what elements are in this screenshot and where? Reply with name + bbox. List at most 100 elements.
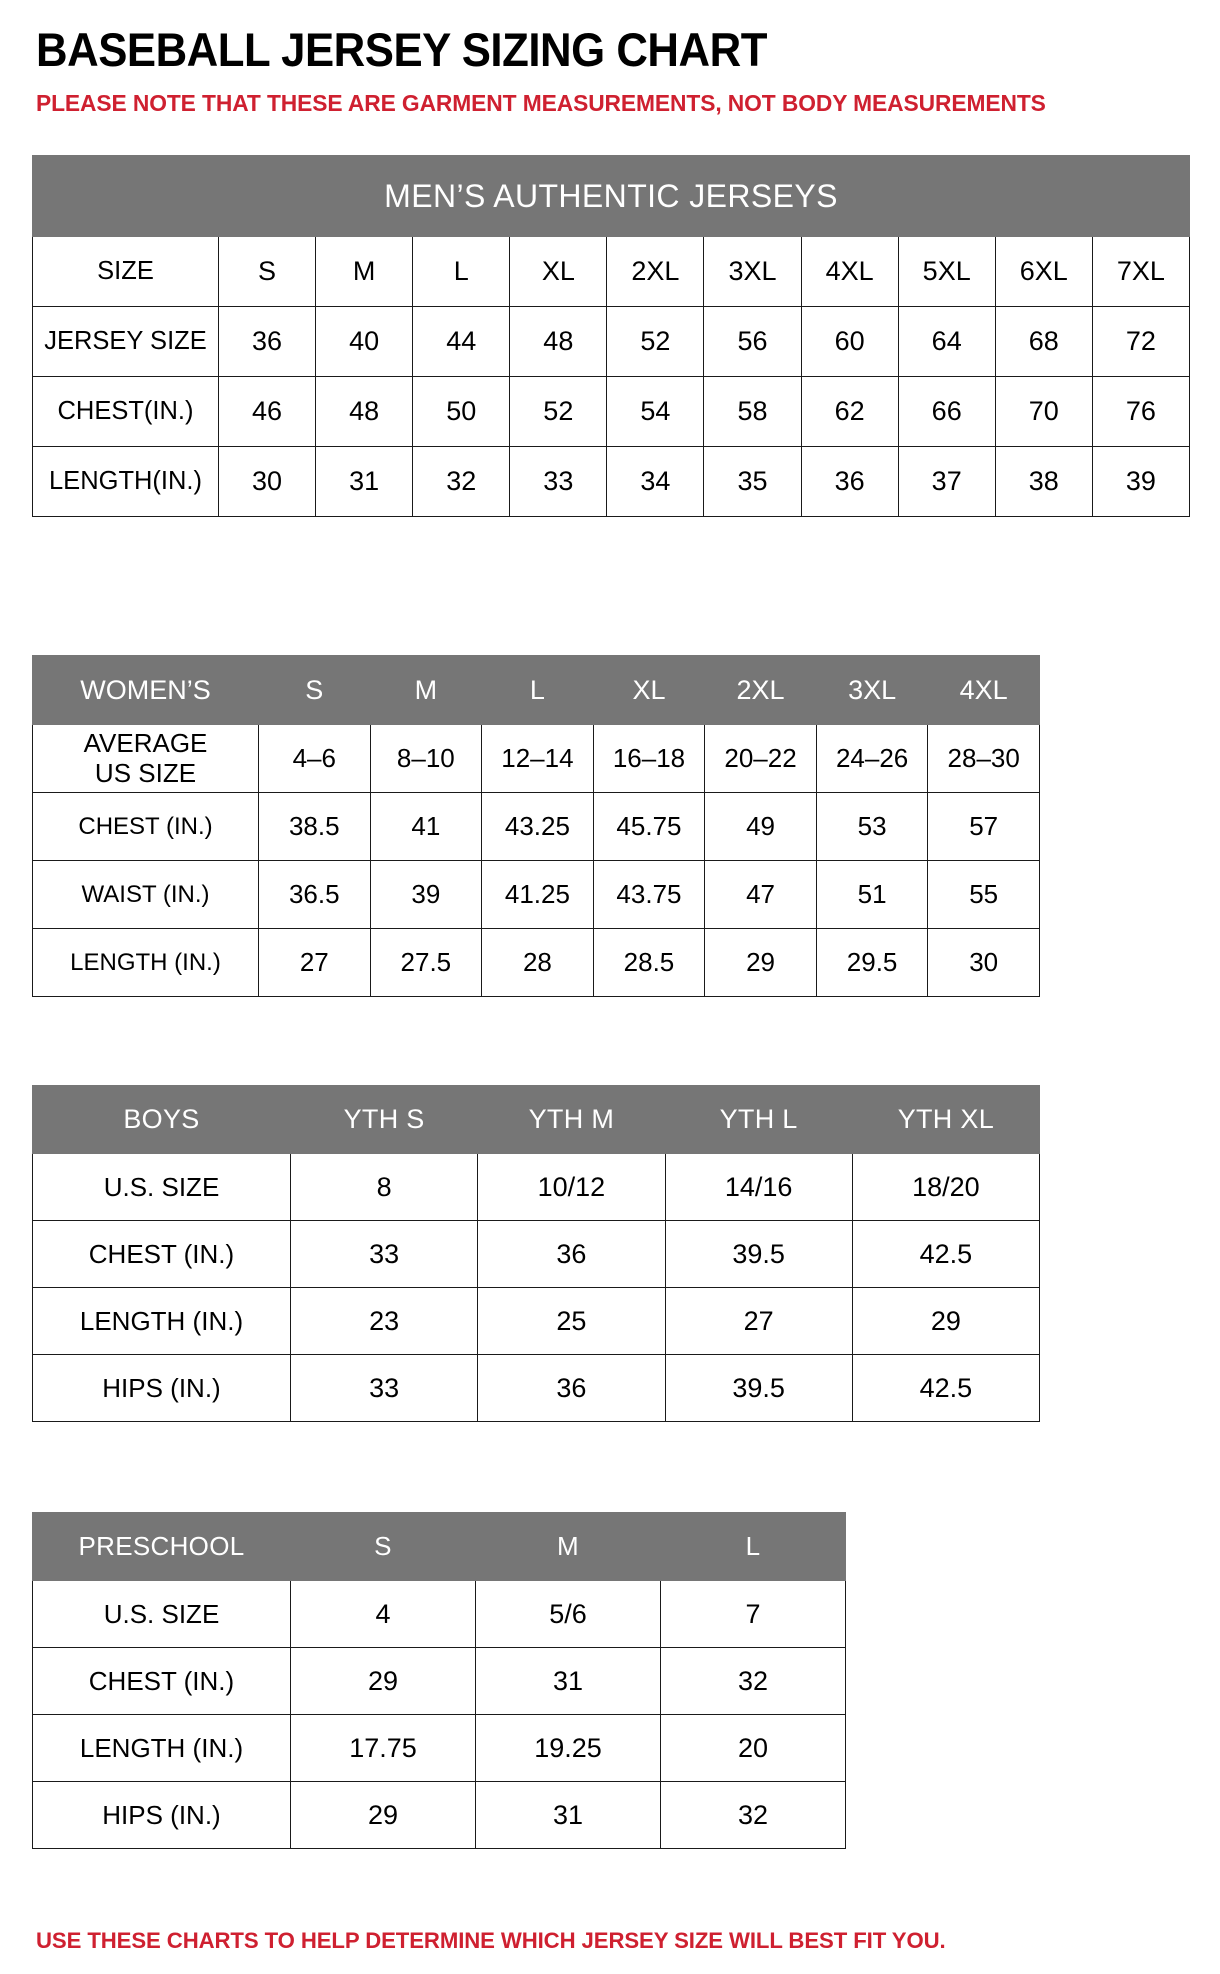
table-row: WAIST (IN.) 36.5 39 41.25 43.75 47 51 55 bbox=[32, 860, 1040, 929]
boys-row-label-3: HIPS (IN.) bbox=[32, 1354, 291, 1422]
womens-cell-r1-c3: 45.75 bbox=[592, 792, 706, 861]
table-row: AVERAGE US SIZE 4–6 8–10 12–14 16–18 20–22 24–2… bbox=[32, 724, 1040, 793]
womens-column-header-2: L bbox=[481, 655, 594, 725]
boys-column-header-3: YTH XL bbox=[851, 1085, 1041, 1154]
boys-header-row: BOYS YTH S YTH M YTH L YTH XL bbox=[32, 1085, 1041, 1154]
womens-cell-r0-c1: 8–10 bbox=[369, 724, 483, 793]
mens-cell-r1-c7: 66 bbox=[897, 376, 996, 447]
boys-column-header-2: YTH L bbox=[664, 1085, 853, 1154]
womens-header-row: WOMEN’S S M L XL 2XL 3XL 4XL bbox=[32, 655, 1040, 725]
mens-cell-r1-c9: 76 bbox=[1091, 376, 1191, 447]
mens-table-banner-row: MEN’S AUTHENTIC JERSEYS bbox=[32, 155, 1190, 237]
preschool-header-row: PRESCHOOL S M L bbox=[32, 1512, 846, 1581]
mens-cell-r2-c6: 36 bbox=[800, 446, 899, 517]
womens-cell-r2-c2: 41.25 bbox=[481, 860, 594, 929]
preschool-cell-r1-c1: 31 bbox=[475, 1647, 661, 1715]
mens-cell-r1-c8: 70 bbox=[994, 376, 1093, 447]
mens-cell-r0-c4: 52 bbox=[606, 306, 705, 377]
header-block: BASEBALL JERSEY SIZING CHART PLEASE NOTE… bbox=[0, 0, 1220, 118]
mens-cell-r0-c7: 64 bbox=[897, 306, 996, 377]
boys-column-header-1: YTH M bbox=[477, 1085, 666, 1154]
preschool-sizing-table-block: PRESCHOOL S M L U.S. SIZE 4 5/6 7 CHEST (IN.) 29 3… bbox=[32, 1512, 846, 1849]
womens-row-label-2: WAIST (IN.) bbox=[32, 860, 259, 929]
boys-cell-r1-c3: 42.5 bbox=[851, 1220, 1041, 1288]
mens-table-banner: MEN’S AUTHENTIC JERSEYS bbox=[32, 155, 1190, 237]
womens-column-header-3: XL bbox=[592, 655, 706, 725]
mens-column-header-5: 3XL bbox=[703, 236, 802, 307]
preschool-cell-r0-c1: 5/6 bbox=[475, 1580, 661, 1648]
mens-cell-r1-c4: 54 bbox=[606, 376, 705, 447]
mens-cell-r1-c1: 48 bbox=[315, 376, 414, 447]
boys-column-header-0: YTH S bbox=[289, 1085, 479, 1154]
womens-row-label-0: AVERAGE US SIZE bbox=[32, 724, 259, 793]
mens-column-header-8: 6XL bbox=[994, 236, 1093, 307]
womens-column-header-1: M bbox=[369, 655, 483, 725]
mens-column-header-9: 7XL bbox=[1091, 236, 1191, 307]
womens-cell-r2-c1: 39 bbox=[369, 860, 483, 929]
womens-row-label-3: LENGTH (IN.) bbox=[32, 928, 259, 997]
table-row: JERSEY SIZE 36 40 44 48 52 56 60 64 68 72 bbox=[32, 306, 1191, 377]
mens-cell-r0-c8: 68 bbox=[994, 306, 1093, 377]
garment-measurement-note: PLEASE NOTE THAT THESE ARE GARMENT MEASU… bbox=[36, 89, 1046, 116]
preschool-row-label-0: U.S. SIZE bbox=[32, 1580, 291, 1648]
womens-cell-r2-c6: 55 bbox=[927, 860, 1040, 929]
womens-cell-r1-c6: 57 bbox=[927, 792, 1040, 861]
womens-column-header-4: 2XL bbox=[704, 655, 817, 725]
mens-sizing-table-block: MEN’S AUTHENTIC JERSEYS SIZE S M L XL 2XL 3XL 4X… bbox=[32, 155, 1191, 517]
boys-row-label-0: U.S. SIZE bbox=[32, 1153, 291, 1221]
table-row: HIPS (IN.) 29 31 32 bbox=[32, 1781, 846, 1849]
table-row: HIPS (IN.) 33 36 39.5 42.5 bbox=[32, 1354, 1041, 1422]
womens-cell-r2-c4: 47 bbox=[704, 860, 817, 929]
boys-cell-r0-c0: 8 bbox=[289, 1153, 479, 1221]
boys-cell-r2-c0: 23 bbox=[289, 1287, 479, 1355]
womens-cell-r1-c1: 41 bbox=[369, 792, 483, 861]
mens-column-header-4: 2XL bbox=[606, 236, 705, 307]
mens-cell-r0-c5: 56 bbox=[703, 306, 802, 377]
mens-cell-r1-c0: 46 bbox=[217, 376, 317, 447]
womens-cell-r0-c3: 16–18 bbox=[592, 724, 706, 793]
mens-cell-r0-c0: 36 bbox=[217, 306, 317, 377]
womens-cell-r1-c0: 38.5 bbox=[258, 792, 371, 861]
table-row: LENGTH(IN.) 30 31 32 33 34 35 36 37 38 39 bbox=[32, 446, 1191, 517]
womens-cell-r3-c6: 30 bbox=[927, 928, 1040, 997]
preschool-cell-r2-c1: 19.25 bbox=[475, 1714, 661, 1782]
mens-column-header-3: XL bbox=[509, 236, 608, 307]
footer-note: USE THESE CHARTS TO HELP DETERMINE WHICH… bbox=[36, 1928, 946, 1953]
womens-cell-r1-c4: 49 bbox=[704, 792, 817, 861]
mens-column-header-7: 5XL bbox=[897, 236, 996, 307]
table-row: U.S. SIZE 4 5/6 7 bbox=[32, 1580, 846, 1648]
mens-cell-r2-c7: 37 bbox=[897, 446, 996, 517]
preschool-cell-r2-c2: 20 bbox=[660, 1714, 846, 1782]
page-title: BASEBALL JERSEY SIZING CHART bbox=[36, 23, 767, 76]
boys-cell-r2-c2: 27 bbox=[664, 1287, 853, 1355]
boys-cell-r1-c2: 39.5 bbox=[664, 1220, 853, 1288]
mens-column-header-2: L bbox=[412, 236, 511, 307]
womens-sizing-table-block: WOMEN’S S M L XL 2XL 3XL 4XL AVERAGE US SIZE 4–6 8–… bbox=[32, 655, 1040, 997]
womens-column-header-6: 4XL bbox=[927, 655, 1040, 725]
mens-column-header-1: M bbox=[315, 236, 414, 307]
womens-cell-r0-c5: 24–26 bbox=[815, 724, 929, 793]
boys-cell-r3-c3: 42.5 bbox=[851, 1354, 1041, 1422]
mens-row-label-1: CHEST(IN.) bbox=[32, 376, 219, 447]
mens-cell-r2-c5: 35 bbox=[703, 446, 802, 517]
mens-cell-r2-c9: 39 bbox=[1091, 446, 1191, 517]
preschool-cell-r3-c1: 31 bbox=[475, 1781, 661, 1849]
preschool-cell-r1-c2: 32 bbox=[660, 1647, 846, 1715]
womens-cell-r3-c1: 27.5 bbox=[369, 928, 483, 997]
boys-cell-r1-c0: 33 bbox=[289, 1220, 479, 1288]
womens-column-header-0: S bbox=[258, 655, 371, 725]
boys-row-label-1: CHEST (IN.) bbox=[32, 1220, 291, 1288]
womens-cell-r3-c4: 29 bbox=[704, 928, 817, 997]
preschool-column-header-0: S bbox=[290, 1512, 476, 1581]
mens-sizing-table: MEN’S AUTHENTIC JERSEYS SIZE S M L XL 2XL 3XL 4X… bbox=[32, 155, 1191, 517]
mens-cell-r1-c6: 62 bbox=[800, 376, 899, 447]
mens-cell-r2-c8: 38 bbox=[994, 446, 1093, 517]
preschool-cell-r0-c0: 4 bbox=[290, 1580, 476, 1648]
preschool-cell-r3-c2: 32 bbox=[660, 1781, 846, 1849]
boys-cell-r2-c3: 29 bbox=[851, 1287, 1041, 1355]
mens-corner-label: SIZE bbox=[32, 236, 219, 307]
mens-cell-r0-c6: 60 bbox=[800, 306, 899, 377]
preschool-row-label-1: CHEST (IN.) bbox=[32, 1647, 291, 1715]
womens-cell-r1-c2: 43.25 bbox=[481, 792, 594, 861]
womens-column-header-5: 3XL bbox=[815, 655, 929, 725]
